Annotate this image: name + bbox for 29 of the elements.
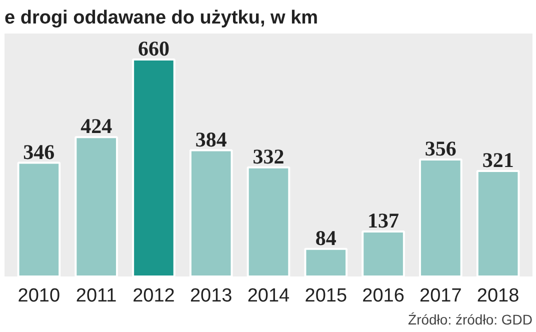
x-tick-label: 2016 [362,286,404,306]
chart-title: e drogi oddawane do użytku, w km [4,8,318,28]
bar [419,158,462,276]
data-label: 332 [252,144,284,168]
data-label: 346 [23,140,55,164]
bar [246,166,290,276]
data-label: 137 [368,208,400,232]
bar [362,230,405,276]
data-label: 424 [80,114,113,138]
x-tick-label: 2010 [18,286,60,306]
data-label: 356 [424,136,456,160]
data-label: 84 [315,226,337,250]
x-tick-label: 2011 [76,286,117,306]
x-tick-label: 2015 [304,286,348,306]
x-tick-label: 2018 [476,286,520,306]
text: Źródło: źródło: GDD [408,312,532,328]
bar [189,149,233,276]
bar [304,248,348,276]
data-label: 321 [482,148,514,172]
bar [74,136,118,276]
x-tick-label: 2013 [190,286,232,306]
bar [132,58,176,276]
bar [476,170,520,276]
bar [17,162,61,276]
x-tick-label: 2012 [132,286,175,306]
data-label: 660 [138,36,170,61]
x-tick-label: 2014 [247,286,290,306]
data-label: 384 [195,127,228,152]
x-tick-label: 2017 [420,286,462,306]
